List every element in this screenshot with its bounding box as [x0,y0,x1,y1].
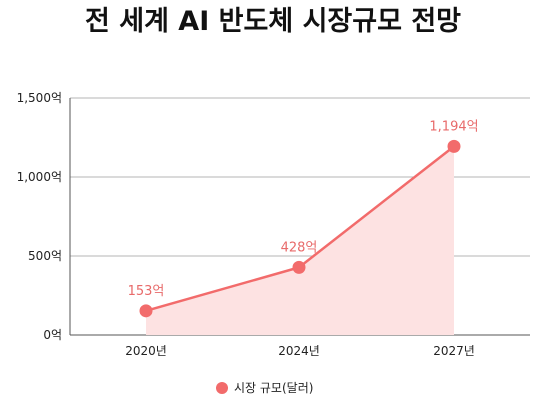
legend: 시장 규모(달러) [216,381,313,395]
y-tick-label: 1,000억 [17,170,62,184]
data-point [447,139,461,153]
chart-title: 전 세계 AI 반도체 시장규모 전망 [85,6,461,37]
y-tick-label: 500억 [28,249,62,263]
axis-ticks: 0억 500억 1,000억 1,500억 2020년 2024년 2027년 [17,91,475,358]
data-points [139,139,461,318]
area-layer [146,146,454,335]
data-label: 428억 [281,240,318,255]
y-tick-label: 0억 [43,328,62,342]
series-area [146,146,454,335]
legend-label: 시장 규모(달러) [234,381,313,395]
data-label: 1,194억 [429,119,478,134]
data-labels: 153억 428억 1,194억 [128,119,479,298]
data-point [292,260,306,274]
legend-marker [216,382,228,394]
x-tick-label: 2027년 [433,344,475,358]
data-point [139,304,153,318]
x-tick-label: 2020년 [125,344,167,358]
y-tick-label: 1,500억 [17,91,62,105]
data-label: 153억 [128,284,165,299]
x-tick-label: 2024년 [278,344,320,358]
